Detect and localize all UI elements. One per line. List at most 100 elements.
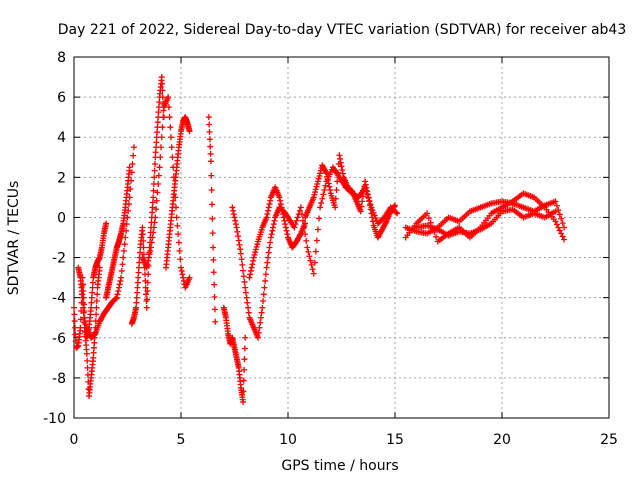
plot-frame bbox=[73, 56, 610, 419]
data-point bbox=[126, 164, 133, 171]
data-point bbox=[270, 224, 277, 231]
data-point bbox=[158, 144, 165, 151]
x-tick-label: 25 bbox=[600, 432, 618, 448]
data-point bbox=[167, 124, 174, 131]
data-point bbox=[125, 207, 132, 214]
data-point bbox=[278, 204, 285, 211]
data-point bbox=[368, 210, 375, 217]
data-point bbox=[304, 244, 311, 251]
data-point bbox=[173, 214, 180, 221]
data-point bbox=[140, 237, 147, 244]
data-point bbox=[130, 144, 137, 151]
data-point bbox=[155, 109, 162, 116]
y-tick-label: -8 bbox=[52, 371, 66, 387]
data-point bbox=[144, 296, 151, 303]
x-tick-label: 15 bbox=[386, 432, 404, 448]
data-point bbox=[364, 191, 371, 198]
data-point bbox=[237, 250, 244, 257]
data-point bbox=[160, 114, 167, 121]
data-point bbox=[338, 163, 345, 170]
data-series bbox=[83, 144, 137, 341]
data-point bbox=[245, 309, 252, 316]
data-point bbox=[88, 299, 95, 306]
data-point bbox=[178, 264, 184, 271]
data-point bbox=[326, 183, 333, 190]
data-point bbox=[314, 181, 321, 188]
data-point bbox=[327, 187, 334, 194]
data-point bbox=[149, 199, 156, 206]
data-series bbox=[139, 94, 193, 291]
data-point bbox=[139, 231, 146, 238]
data-point bbox=[147, 247, 154, 254]
data-point bbox=[211, 306, 218, 313]
data-point bbox=[123, 227, 130, 234]
data-point bbox=[211, 293, 218, 300]
data-point bbox=[135, 264, 142, 271]
data-point bbox=[240, 398, 247, 405]
data-point bbox=[209, 230, 216, 237]
axis-ticks: 0 5 10 15 20 25 -10 -8 -6 -4 -2 0 2 4 6 8 bbox=[43, 50, 618, 448]
data-point bbox=[252, 246, 259, 253]
data-point bbox=[424, 210, 431, 217]
data-point bbox=[291, 224, 298, 231]
data-point bbox=[313, 183, 320, 190]
data-point bbox=[362, 178, 369, 185]
data-point bbox=[317, 170, 324, 177]
data-point bbox=[93, 311, 100, 318]
data-point bbox=[260, 291, 267, 298]
data-point bbox=[392, 202, 398, 209]
data-point bbox=[363, 185, 370, 192]
data-point bbox=[313, 237, 320, 244]
data-point bbox=[276, 194, 283, 201]
data-point bbox=[312, 186, 319, 193]
data-point bbox=[256, 324, 263, 331]
data-point bbox=[311, 191, 318, 198]
data-point bbox=[334, 169, 341, 176]
data-point bbox=[180, 274, 187, 281]
data-point bbox=[333, 187, 340, 194]
data-point bbox=[207, 143, 214, 150]
data-series bbox=[205, 114, 219, 325]
data-series bbox=[75, 264, 103, 399]
data-point bbox=[293, 217, 300, 224]
data-point bbox=[130, 152, 137, 159]
data-point bbox=[315, 175, 322, 182]
data-point bbox=[255, 334, 262, 341]
data-point bbox=[133, 304, 140, 311]
data-point bbox=[394, 210, 401, 217]
data-point bbox=[93, 298, 100, 305]
data-point bbox=[250, 254, 257, 261]
data-point bbox=[309, 266, 316, 273]
data-point bbox=[206, 128, 213, 135]
data-point bbox=[324, 173, 331, 180]
data-point bbox=[283, 227, 290, 234]
y-tick-label: 2 bbox=[57, 170, 66, 186]
data-point bbox=[559, 220, 566, 227]
data-point bbox=[145, 254, 152, 261]
data-point bbox=[232, 217, 239, 224]
data-point bbox=[159, 80, 166, 87]
data-point bbox=[149, 204, 156, 211]
x-tick-label: 5 bbox=[177, 432, 186, 448]
x-tick-label: 10 bbox=[279, 432, 297, 448]
data-point bbox=[247, 271, 254, 278]
data-point bbox=[134, 289, 141, 296]
data-point bbox=[129, 160, 136, 167]
data-point bbox=[299, 217, 306, 224]
data-point bbox=[206, 121, 213, 128]
data-point bbox=[318, 200, 325, 207]
data-point bbox=[176, 247, 183, 254]
data-point bbox=[552, 218, 559, 225]
data-point bbox=[261, 284, 268, 291]
data-point bbox=[135, 269, 142, 276]
data-point bbox=[71, 304, 77, 311]
data-point bbox=[339, 166, 346, 173]
data-point bbox=[155, 181, 162, 188]
data-point bbox=[174, 222, 181, 229]
data-point bbox=[79, 299, 86, 306]
data-point bbox=[186, 274, 193, 281]
data-point bbox=[239, 261, 246, 268]
data-point bbox=[265, 254, 272, 261]
data-point bbox=[246, 274, 253, 281]
data-point bbox=[72, 324, 79, 331]
